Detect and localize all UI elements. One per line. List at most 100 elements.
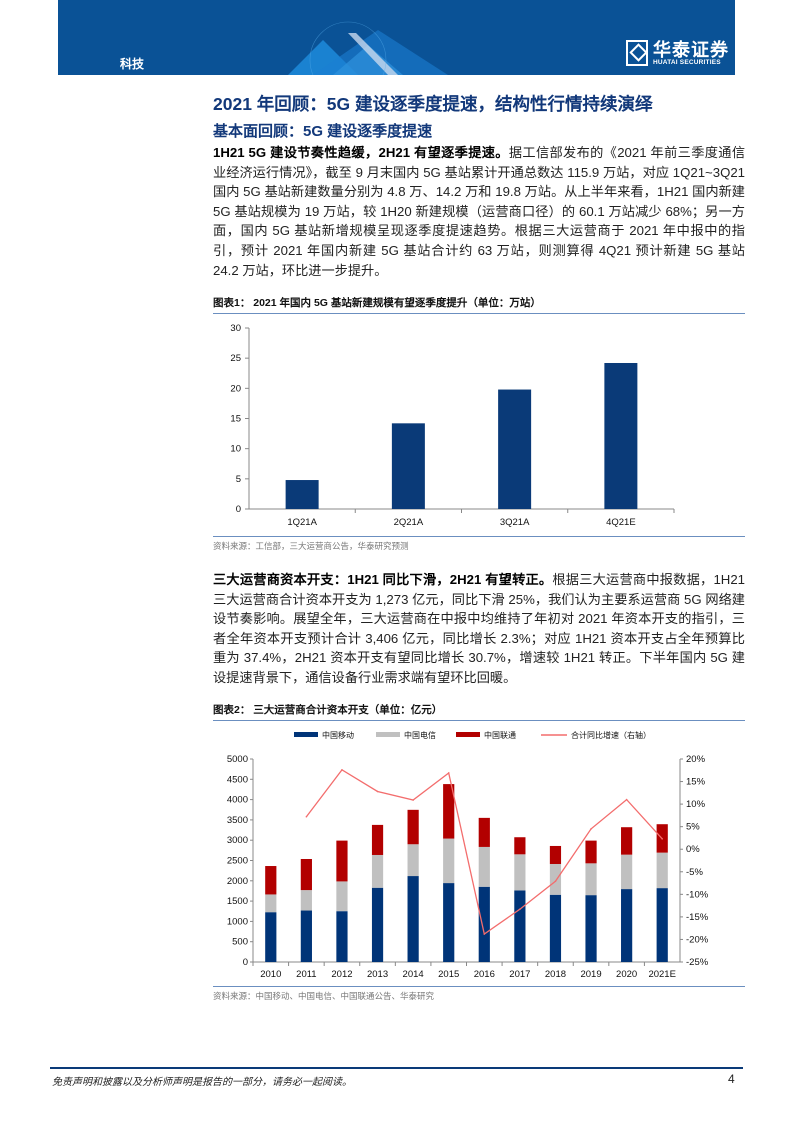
x-tick-label: 3Q21A xyxy=(500,517,530,528)
figure2-source: 资料来源：中国移动、中国电信、中国联通公告、华泰研究 xyxy=(213,986,745,1002)
y2-tick-label: -25% xyxy=(686,957,709,968)
bar-4Q21E xyxy=(604,362,638,509)
paragraph-lead: 三大运营商资本开支：1H21 同比下滑，2H21 有望转正。 xyxy=(213,572,553,587)
bar-2021E-中国联通 xyxy=(656,824,668,853)
growth-point-2015 xyxy=(447,772,450,774)
page-number: 4 xyxy=(728,1072,735,1086)
bar-2016-中国移动 xyxy=(478,886,490,962)
figure2-title: 图表2： 三大运营商合计资本开支（单位：亿元） xyxy=(213,702,745,721)
bar-3Q21A xyxy=(498,389,532,509)
logo-icon xyxy=(626,40,648,66)
paragraph-lead: 1H21 5G 建设节奏性趋缓，2H21 有望逐季提速。 xyxy=(213,145,509,160)
bar-2015-中国移动 xyxy=(443,883,455,962)
bar-2015-中国电信 xyxy=(443,838,455,884)
growth-point-2014 xyxy=(412,799,414,801)
legend-label: 中国联通 xyxy=(484,730,516,740)
paragraph-capex: 三大运营商资本开支：1H21 同比下滑，2H21 有望转正。根据三大运营商中报数… xyxy=(213,570,745,688)
bar-2014-中国移动 xyxy=(407,876,419,962)
x-tick-label: 2010 xyxy=(260,969,281,980)
figure1-source: 资料来源：工信部，三大运营商公告，华泰研究预测 xyxy=(213,536,745,552)
subsection-title: 基本面回顾：5G 建设逐季度提速 xyxy=(213,123,433,140)
bar-2016-中国联通 xyxy=(478,817,490,847)
y-tick-label: 1500 xyxy=(227,896,248,907)
bar-2011-中国联通 xyxy=(300,858,312,891)
bar-2012-中国移动 xyxy=(336,911,348,962)
growth-point-2019 xyxy=(590,828,592,830)
y-tick-label: 5 xyxy=(236,474,241,485)
bar-2014-中国联通 xyxy=(407,809,419,845)
y-tick-label: 25 xyxy=(230,353,241,364)
x-tick-label: 2011 xyxy=(296,969,316,980)
y-tick-label: 10 xyxy=(230,444,241,455)
bar-2013-中国移动 xyxy=(371,887,384,962)
x-tick-label: 1Q21A xyxy=(287,517,317,528)
y2-tick-label: 5% xyxy=(686,822,700,833)
footer-divider xyxy=(50,1067,743,1069)
x-tick-label: 2015 xyxy=(438,969,459,980)
y-tick-label: 2500 xyxy=(227,856,248,867)
bar-1Q21A xyxy=(285,480,319,509)
growth-point-2018 xyxy=(554,880,557,883)
legend-swatch xyxy=(376,732,400,737)
bar-2020-中国移动 xyxy=(621,889,633,962)
bar-2018-中国联通 xyxy=(549,845,562,864)
bar-2018-中国移动 xyxy=(549,894,562,962)
bar-2Q21A xyxy=(391,423,425,509)
bar-2019-中国电信 xyxy=(585,863,597,896)
bar-2013-中国电信 xyxy=(371,854,384,888)
x-tick-label: 2017 xyxy=(509,969,530,980)
y2-tick-label: -5% xyxy=(686,867,703,878)
bar-2010-中国移动 xyxy=(265,912,277,962)
bar-2011-中国移动 xyxy=(300,910,312,962)
y-tick-label: 1000 xyxy=(227,916,248,927)
y-tick-label: 20 xyxy=(230,383,241,394)
growth-point-2013 xyxy=(376,790,379,793)
y2-tick-label: 15% xyxy=(686,777,706,788)
y-tick-label: 4500 xyxy=(227,774,248,785)
logo-text-cn: 华泰证券 xyxy=(653,39,729,60)
y-tick-label: 0 xyxy=(236,504,241,515)
y-tick-label: 5000 xyxy=(227,754,248,765)
y-tick-label: 4000 xyxy=(227,795,248,806)
paragraph-body: 据工信部发布的《2021 年前三季度通信业经济运行情况》，截至 9 月末国内 5… xyxy=(213,145,746,278)
x-tick-label: 2016 xyxy=(474,969,495,980)
x-tick-label: 2013 xyxy=(367,969,388,980)
x-tick-label: 2020 xyxy=(616,969,637,980)
growth-point-2017 xyxy=(519,908,521,911)
bar-2011-中国电信 xyxy=(300,890,312,911)
x-tick-label: 2018 xyxy=(545,969,566,980)
y-tick-label: 2000 xyxy=(227,876,248,887)
sector-label: 科技 xyxy=(120,57,145,71)
logo-text-en: HUATAI SECURITIES xyxy=(653,58,721,66)
legend-swatch xyxy=(456,732,480,737)
paragraph-body: 根据三大运营商中报数据，1H21 三大运营商合计资本开支为 1,273 亿元，同… xyxy=(213,572,745,685)
bar-2010-中国电信 xyxy=(265,894,277,913)
footer-disclaimer: 免责声明和披露以及分析师声明是报告的一部分，请务必一起阅读。 xyxy=(52,1077,352,1088)
y-tick-label: 3500 xyxy=(227,815,248,826)
legend-label: 合计同比增速（右轴） xyxy=(571,730,651,740)
bar-2015-中国联通 xyxy=(443,784,455,839)
paragraph-5g-build: 1H21 5G 建设节奏性趋缓，2H21 有望逐季提速。据工信部发布的《2021… xyxy=(213,143,745,280)
x-tick-label: 2019 xyxy=(580,969,601,980)
x-tick-label: 2Q21A xyxy=(394,517,424,528)
growth-point-2012 xyxy=(341,769,343,771)
y-tick-label: 15 xyxy=(230,414,241,425)
bar-2012-中国联通 xyxy=(336,840,348,882)
bar-2010-中国联通 xyxy=(265,866,277,895)
y-tick-label: 0 xyxy=(243,957,248,968)
bar-2017-中国电信 xyxy=(514,854,526,891)
growth-point-2020 xyxy=(625,798,628,801)
figure1-title: 图表1： 2021 年国内 5G 基站新建规模有望逐季度提升（单位：万站） xyxy=(213,295,745,314)
bar-2021E-中国电信 xyxy=(656,852,668,889)
y-tick-label: 30 xyxy=(230,323,241,334)
y2-tick-label: 0% xyxy=(686,844,700,855)
y-tick-label: 3000 xyxy=(227,835,248,846)
legend-label: 中国移动 xyxy=(322,730,354,740)
bar-2021E-中国移动 xyxy=(656,888,668,962)
y2-tick-label: -10% xyxy=(686,889,709,900)
section-title: 2021 年回顾：5G 建设逐季度提速，结构性行情持续演绎 xyxy=(213,94,653,114)
x-tick-label: 2012 xyxy=(331,969,352,980)
legend-swatch xyxy=(294,732,318,737)
growth-point-2021E xyxy=(661,838,664,840)
